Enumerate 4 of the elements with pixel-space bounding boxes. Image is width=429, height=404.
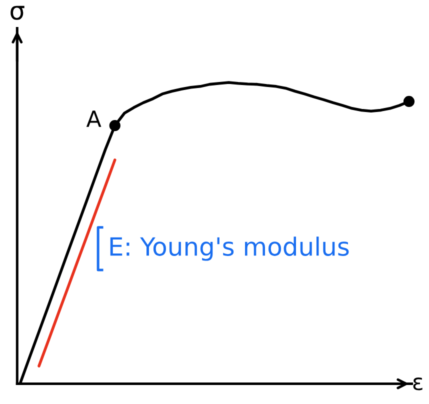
annotation: E: Young's modulus: [110, 236, 349, 261]
annotation: A: [86, 110, 102, 127]
y-axis-title: σ: [10, 6, 24, 20]
x-axis-title: ε: [413, 377, 422, 390]
